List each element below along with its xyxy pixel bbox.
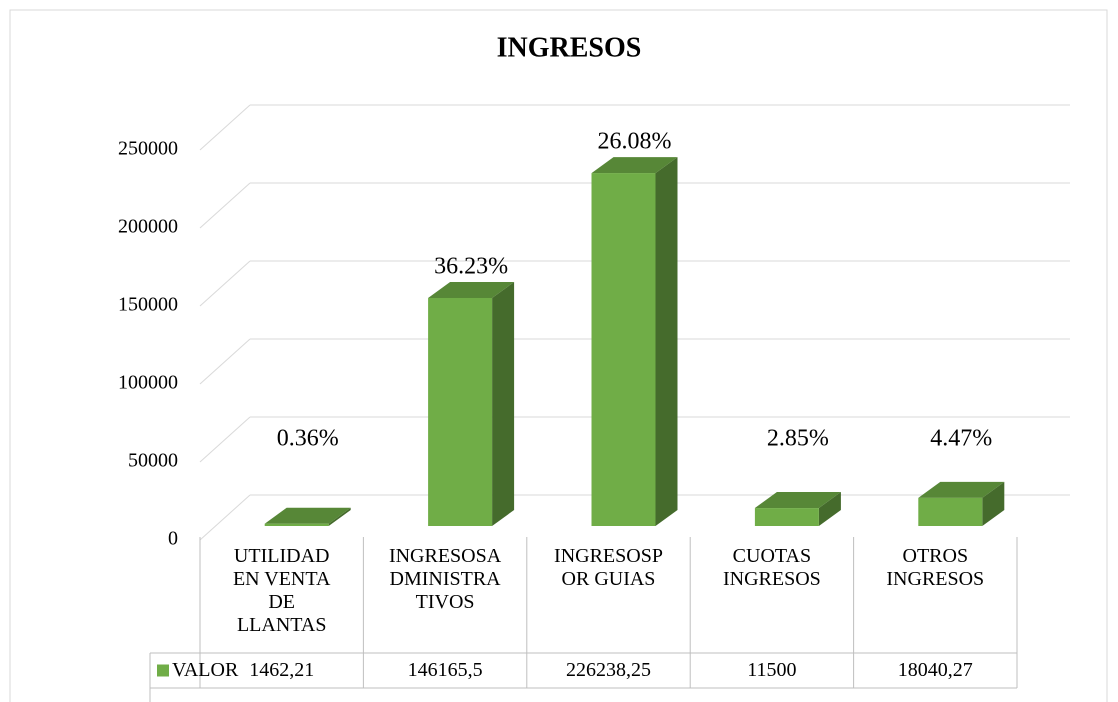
category-label: INGRESOSP OR GUIAS (554, 545, 663, 590)
chart-border (9, 9, 1108, 702)
data-label: 26.08% (598, 129, 672, 155)
data-label: 36.23% (434, 253, 508, 279)
data-label: 2.85% (767, 426, 829, 452)
legend-label: VALOR (172, 659, 239, 681)
bar-side (818, 492, 841, 526)
bar-side (328, 507, 351, 526)
y-tick-label: 250000 (118, 138, 178, 160)
grid-line (199, 182, 251, 229)
grid-line (199, 260, 251, 307)
bar-top (918, 481, 1005, 498)
y-tick-label: 50000 (128, 450, 178, 472)
table-value: 146165,5 (408, 659, 483, 681)
bar-side (655, 157, 678, 526)
bar-top (264, 507, 351, 524)
y-tick-label: 200000 (118, 216, 178, 238)
legend-key (157, 664, 169, 677)
category-label: OTROS INGRESOS (886, 545, 985, 590)
bar (264, 523, 329, 526)
table-value: 1462,21 (249, 659, 314, 681)
grid-line (199, 338, 251, 385)
bar (428, 297, 493, 526)
bar (591, 173, 656, 526)
y-tick-label: 100000 (118, 372, 178, 394)
table-value: 226238,25 (566, 659, 651, 681)
grid-line (199, 494, 251, 541)
y-tick-label: 150000 (118, 294, 178, 316)
bar-top (428, 281, 515, 298)
category-label: INGRESOSA DMINISTRA TIVOS (388, 545, 502, 613)
grid-line (199, 104, 251, 151)
chart-title: INGRESOS (497, 32, 642, 63)
bar-side (492, 281, 515, 526)
y-tick-label: 0 (168, 528, 178, 550)
category-label: CUOTAS INGRESOS (722, 545, 821, 590)
bar-side (982, 481, 1005, 526)
bar-top (591, 157, 678, 174)
data-label: 0.36% (277, 426, 339, 452)
bar (754, 508, 819, 526)
category-label: UTILIDAD EN VENTA DE LLANTAS (232, 545, 331, 636)
data-label: 4.47% (930, 426, 992, 452)
bar (918, 497, 983, 526)
grid-line (199, 416, 251, 463)
bar-top (754, 492, 841, 509)
table-value: 18040,27 (898, 659, 973, 681)
table-value: 11500 (747, 659, 796, 681)
